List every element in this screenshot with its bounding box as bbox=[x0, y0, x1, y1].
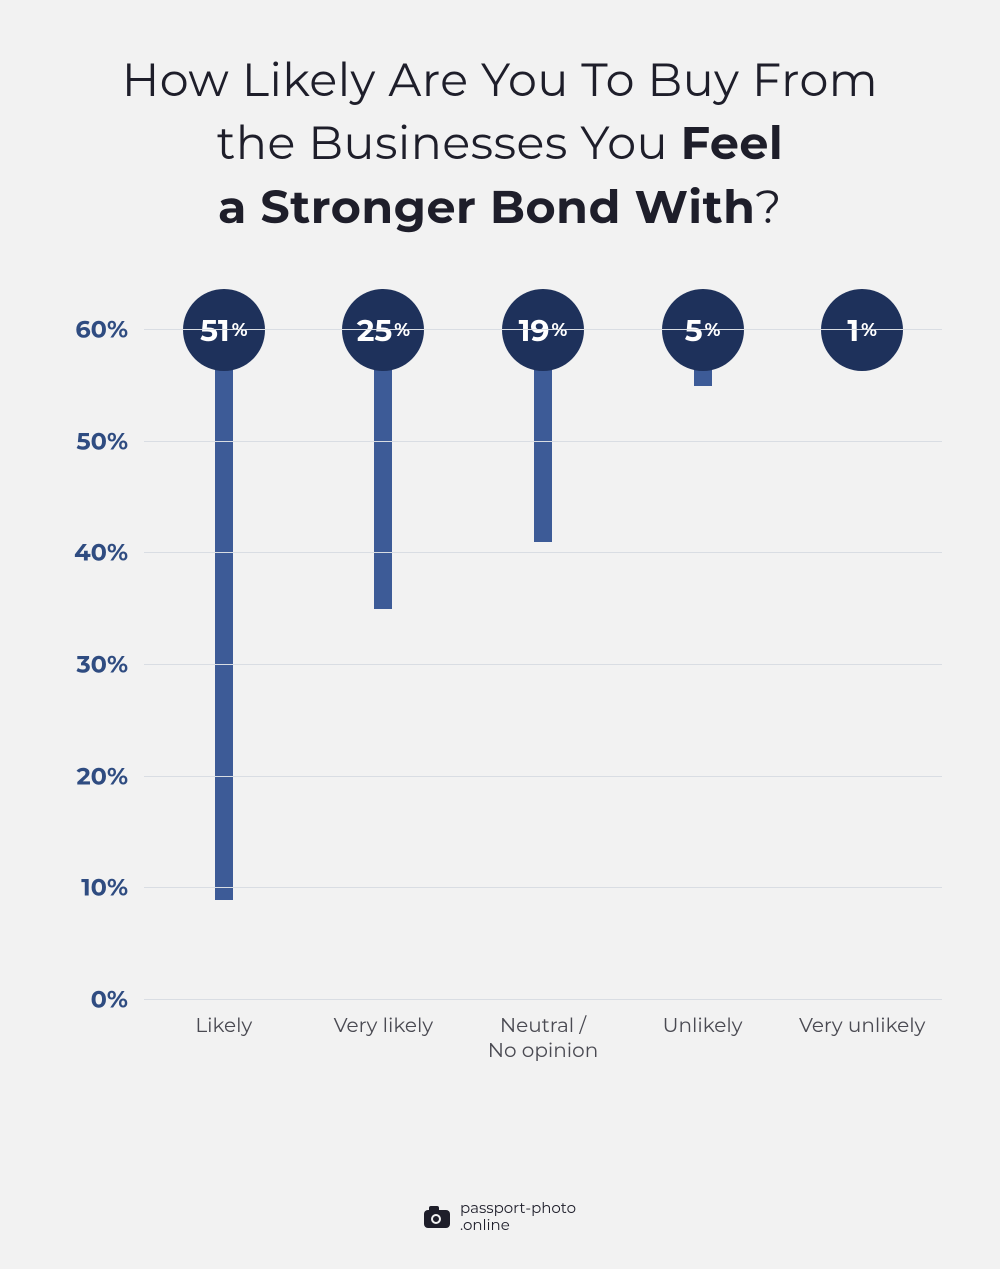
gridline: 10% bbox=[144, 887, 942, 888]
y-axis-label: 0% bbox=[91, 986, 144, 1015]
y-axis-label: 60% bbox=[75, 316, 144, 345]
bar: 19% bbox=[534, 330, 552, 542]
chart-title: How Likely Are You To Buy From the Busin… bbox=[0, 0, 1000, 248]
bar: 25% bbox=[374, 330, 392, 609]
bar-column: 25%Very likely bbox=[304, 330, 464, 1000]
value-number: 5 bbox=[685, 312, 703, 349]
bar-column: 1%Very unlikely bbox=[782, 330, 942, 1000]
x-axis-label: Neutral / No opinion bbox=[463, 1014, 623, 1064]
chart: 51%Likely25%Very likely19%Neutral / No o… bbox=[72, 310, 942, 1080]
title-line2-plain: the Businesses You bbox=[217, 114, 681, 171]
bar: 5% bbox=[694, 330, 712, 386]
y-axis-label: 40% bbox=[74, 539, 144, 568]
plot-area: 51%Likely25%Very likely19%Neutral / No o… bbox=[144, 330, 942, 1000]
percent-icon: % bbox=[232, 319, 248, 341]
y-axis-label: 10% bbox=[81, 874, 144, 903]
value-bubble: 5% bbox=[662, 289, 744, 371]
value-number: 1 bbox=[847, 312, 859, 349]
percent-icon: % bbox=[394, 319, 410, 341]
gridline: 0% bbox=[144, 999, 942, 1000]
value-number: 25 bbox=[357, 312, 393, 349]
bar-column: 51%Likely bbox=[144, 330, 304, 1000]
value-bubble: 25% bbox=[342, 289, 424, 371]
value-bubble: 51% bbox=[183, 289, 265, 371]
bars-container: 51%Likely25%Very likely19%Neutral / No o… bbox=[144, 330, 942, 1000]
title-line2-bold: Feel bbox=[681, 114, 784, 171]
x-axis-label: Very likely bbox=[303, 1014, 463, 1039]
gridline: 20% bbox=[144, 776, 942, 777]
y-axis-label: 20% bbox=[76, 762, 144, 791]
footer-brand: passport-photo.online bbox=[460, 1200, 576, 1233]
value-bubble: 19% bbox=[502, 289, 584, 371]
y-axis-label: 30% bbox=[76, 651, 144, 680]
gridline: 40% bbox=[144, 552, 942, 553]
gridline: 60% bbox=[144, 329, 942, 330]
bar-column: 5%Unlikely bbox=[623, 330, 783, 1000]
value-bubble: 1% bbox=[821, 289, 903, 371]
x-axis-label: Likely bbox=[144, 1014, 304, 1039]
x-axis-label: Unlikely bbox=[623, 1014, 783, 1039]
gridline: 50% bbox=[144, 441, 942, 442]
title-line1: How Likely Are You To Buy From bbox=[122, 51, 878, 108]
value-number: 19 bbox=[519, 312, 550, 349]
gridline: 30% bbox=[144, 664, 942, 665]
footer-attribution: passport-photo.online bbox=[0, 1200, 1000, 1233]
percent-icon: % bbox=[552, 319, 568, 341]
percent-icon: % bbox=[705, 319, 721, 341]
y-axis-label: 50% bbox=[76, 427, 144, 456]
camera-icon bbox=[424, 1206, 450, 1228]
bar: 51% bbox=[215, 330, 233, 900]
title-line3-tail: ? bbox=[755, 178, 782, 235]
x-axis-label: Very unlikely bbox=[782, 1014, 942, 1039]
value-number: 51 bbox=[200, 312, 230, 349]
bar: 1% bbox=[853, 330, 871, 341]
title-line3-bold: a Stronger Bond With bbox=[218, 178, 755, 235]
percent-icon: % bbox=[861, 319, 877, 341]
bar-column: 19%Neutral / No opinion bbox=[463, 330, 623, 1000]
